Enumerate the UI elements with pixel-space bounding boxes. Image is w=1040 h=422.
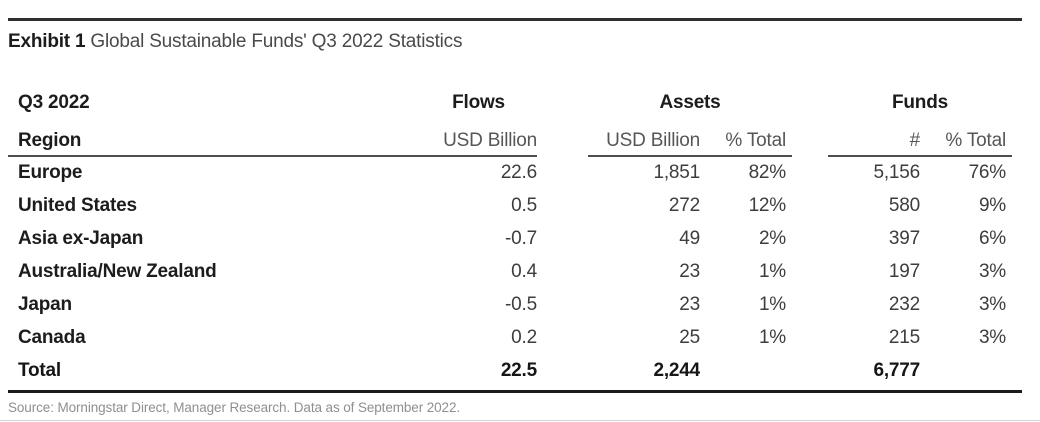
flows-value-cell: 22.6 — [500, 162, 537, 183]
faint-bottom-rule — [0, 420, 1040, 421]
column-gap — [537, 354, 588, 387]
bottom-rule — [8, 390, 1022, 393]
column-gap — [792, 222, 828, 255]
total-row: Total 22.5 2,244 6,777 — [8, 354, 1012, 387]
group-header-flows: Flows — [452, 92, 505, 113]
column-gap — [792, 156, 828, 189]
table-row: Asia ex-Japan -0.7 49 2% 397 6% — [8, 222, 1012, 255]
group-header-funds: Funds — [892, 92, 948, 113]
funds-count-value-cell: 397 — [888, 227, 920, 249]
funds-count-value-cell: 6,777 — [873, 359, 920, 381]
flows-value-cell: -0.7 — [505, 227, 537, 249]
column-header-assets-pct: % Total — [700, 116, 792, 157]
assets-usd-value-cell: 23 — [679, 260, 700, 282]
group-header-row: Q3 2022 Flows Assets Funds — [8, 84, 1012, 116]
region-cell: Asia ex-Japan — [18, 227, 144, 249]
column-gap — [792, 255, 828, 288]
table-row: Canada 0.2 25 1% 215 3% — [8, 321, 1012, 354]
top-rule — [8, 18, 1022, 21]
exhibit-subtitle: Global Sustainable Funds' Q3 2022 Statis… — [90, 31, 463, 52]
column-gap — [792, 116, 828, 156]
table-row: Europe 22.6 1,851 82% 5,156 76% — [8, 156, 1012, 189]
assets-usd-value-cell: 49 — [679, 227, 700, 249]
table-row: United States 0.5 272 12% 580 9% — [8, 189, 1012, 222]
funds-pct-value-cell: 76% — [968, 162, 1007, 183]
column-gap — [537, 255, 588, 288]
assets-pct-value-cell: 1% — [758, 260, 786, 282]
assets-usd-value-cell: 23 — [679, 293, 700, 315]
funds-count-value-cell: 580 — [888, 194, 920, 216]
assets-usd-value-cell: 2,244 — [653, 359, 700, 381]
statistics-table: Q3 2022 Flows Assets Funds Region USD Bi… — [8, 84, 1012, 387]
funds-count-value-cell: 5,156 — [873, 162, 920, 183]
assets-usd-value-cell: 1,851 — [653, 162, 700, 183]
exhibit-label: Exhibit 1 — [8, 31, 86, 52]
region-cell: United States — [18, 194, 137, 216]
funds-pct-value-cell: 9% — [978, 194, 1006, 216]
assets-pct-value-cell: 82% — [748, 162, 787, 183]
flows-value-cell: 0.4 — [511, 260, 537, 282]
assets-pct-value-cell — [700, 354, 792, 387]
column-gap — [792, 288, 828, 321]
column-gap — [537, 116, 588, 156]
funds-pct-value-cell: 3% — [978, 260, 1006, 282]
column-gap — [792, 354, 828, 387]
column-header-funds-pct: % Total — [920, 116, 1012, 157]
group-header-assets: Assets — [659, 92, 721, 113]
assets-pct-value-cell: 1% — [758, 326, 786, 348]
funds-pct-value-cell: 6% — [978, 227, 1006, 249]
region-cell: Canada — [18, 326, 86, 348]
exhibit-title: Exhibit 1 Global Sustainable Funds' Q3 20… — [8, 31, 462, 53]
column-header-funds-count: # — [828, 116, 920, 157]
column-gap — [537, 156, 588, 189]
assets-pct-value-cell: 1% — [758, 293, 786, 315]
assets-pct-value-cell: 2% — [758, 227, 786, 249]
column-gap — [792, 189, 828, 222]
funds-pct-value-cell: 3% — [978, 326, 1006, 348]
column-gap — [792, 321, 828, 354]
column-header-flows-usd: USD Billion — [420, 116, 537, 157]
region-cell: Europe — [18, 162, 83, 183]
column-gap — [537, 288, 588, 321]
flows-value-cell: -0.5 — [505, 293, 537, 315]
column-gap — [537, 84, 588, 116]
column-gap — [537, 189, 588, 222]
column-header-assets-usd: USD Billion — [588, 116, 700, 157]
funds-count-value-cell: 197 — [888, 260, 920, 282]
funds-count-value-cell: 215 — [888, 326, 920, 348]
flows-value-cell: 22.5 — [500, 359, 537, 381]
column-gap — [792, 84, 828, 116]
column-header-region: Region — [8, 116, 420, 157]
assets-pct-value-cell: 12% — [748, 194, 787, 216]
flows-value-cell: 0.5 — [511, 194, 537, 216]
group-header-period: Q3 2022 — [18, 92, 90, 113]
table-row: Australia/New Zealand 0.4 23 1% 197 3% — [8, 255, 1012, 288]
funds-count-value-cell: 232 — [888, 293, 920, 315]
source-note: Source: Morningstar Direct, Manager Rese… — [8, 400, 461, 415]
table-row: Japan -0.5 23 1% 232 3% — [8, 288, 1012, 321]
region-cell: Total — [18, 359, 61, 381]
region-cell: Australia/New Zealand — [18, 260, 217, 282]
funds-pct-value-cell: 3% — [978, 293, 1006, 315]
funds-pct-value-cell — [920, 354, 1012, 387]
flows-value-cell: 0.2 — [511, 326, 537, 348]
column-gap — [537, 321, 588, 354]
assets-usd-value-cell: 25 — [679, 326, 700, 348]
column-gap — [537, 222, 588, 255]
region-cell: Japan — [18, 293, 72, 315]
assets-usd-value-cell: 272 — [668, 194, 700, 216]
sub-header-row: Region USD Billion USD Billion % Total #… — [8, 116, 1012, 157]
